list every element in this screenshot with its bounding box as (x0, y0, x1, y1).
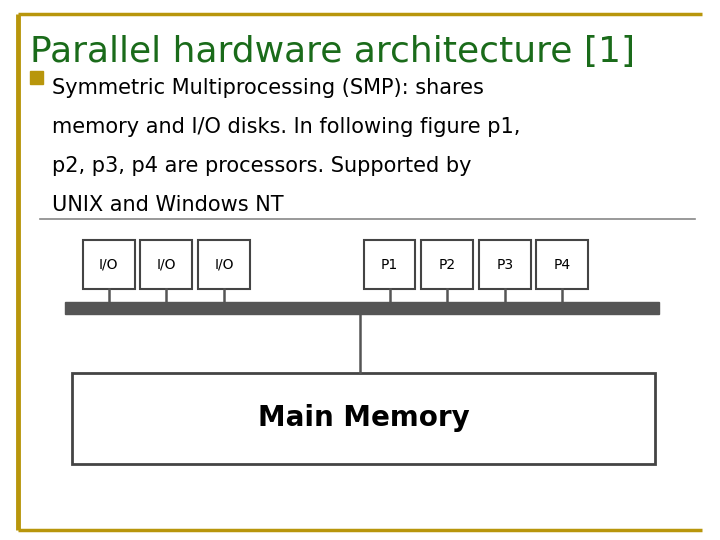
Bar (65, 302, 659, 314)
Bar (198, 240, 250, 289)
Text: P2: P2 (438, 258, 456, 272)
Text: UNIX and Windows NT: UNIX and Windows NT (52, 195, 284, 215)
Bar (30, 71, 43, 84)
Text: I/O: I/O (99, 258, 119, 272)
Text: Main Memory: Main Memory (258, 404, 469, 433)
Bar (140, 240, 192, 289)
Text: Parallel hardware architecture [1]: Parallel hardware architecture [1] (30, 35, 635, 69)
Text: memory and I/O disks. In following figure p1,: memory and I/O disks. In following figur… (52, 117, 521, 137)
Bar (479, 240, 531, 289)
Text: I/O: I/O (156, 258, 176, 272)
Bar (83, 240, 135, 289)
Text: P1: P1 (381, 258, 398, 272)
Bar (364, 240, 415, 289)
Bar (72, 373, 655, 464)
Text: I/O: I/O (214, 258, 234, 272)
Text: p2, p3, p4 are processors. Supported by: p2, p3, p4 are processors. Supported by (52, 156, 472, 176)
Text: Symmetric Multiprocessing (SMP): shares: Symmetric Multiprocessing (SMP): shares (52, 78, 484, 98)
Text: P4: P4 (554, 258, 571, 272)
Bar (536, 240, 588, 289)
Text: P3: P3 (496, 258, 513, 272)
Bar (421, 240, 473, 289)
